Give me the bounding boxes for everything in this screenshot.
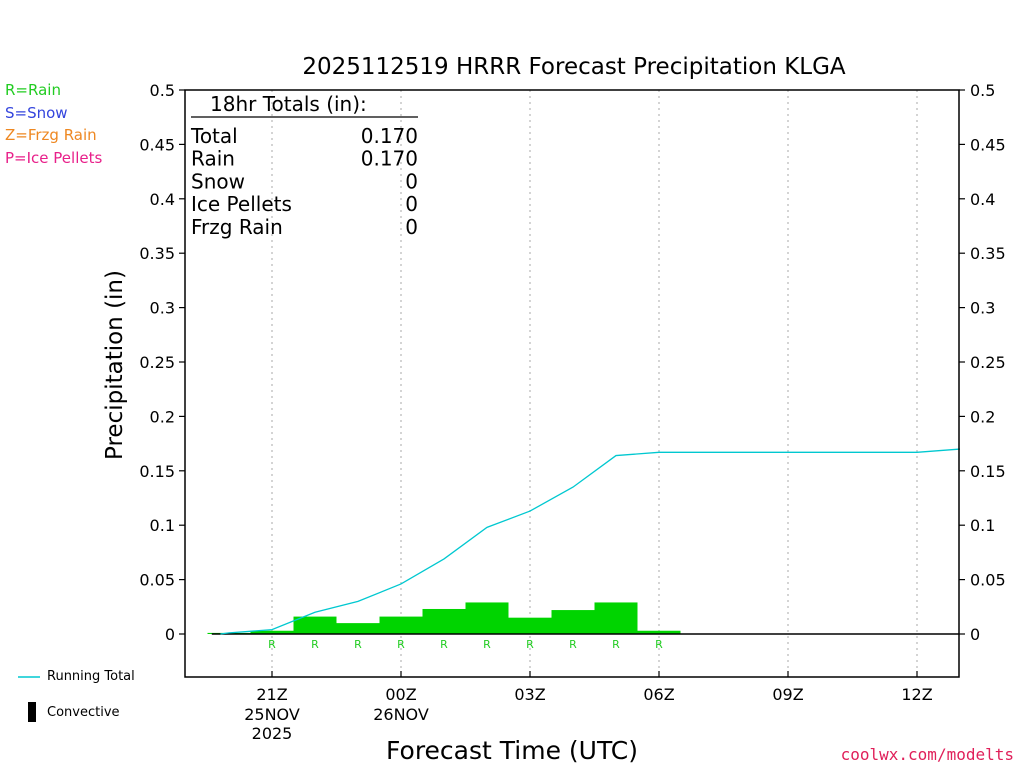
precip-bar: [250, 630, 294, 634]
y-tick-label-left: 0.35: [139, 244, 175, 263]
x-tick-label: 00Z: [385, 685, 416, 704]
ptype-mark: R: [655, 638, 663, 651]
y-tick-label-left: 0.5: [150, 81, 175, 100]
ptype-mark: R: [354, 638, 362, 651]
x-tick-date: 25NOV: [244, 705, 300, 724]
key-convective: Convective: [47, 705, 120, 720]
hourly-bars: [207, 602, 959, 635]
y-tick-label-right: 0.05: [970, 571, 1006, 590]
x-tick-year: 2025: [252, 724, 293, 743]
y-tick-label-left: 0.25: [139, 353, 175, 372]
y-tick-label-left: 0: [165, 625, 175, 644]
y-tick-label-right: 0.25: [970, 353, 1006, 372]
x-tick-date: 26NOV: [373, 705, 429, 724]
precip-bar: [336, 623, 380, 634]
ptype-mark: R: [569, 638, 577, 651]
totals-heading: 18hr Totals (in):: [210, 92, 367, 116]
totals-box: 18hr Totals (in): Total 0.170 Rain 0.170 Snow…: [190, 92, 418, 239]
y-tick-label-right: 0.2: [970, 407, 995, 426]
legend-rain: R=Rain: [5, 81, 61, 99]
running-total-line: [220, 448, 961, 635]
precip-bar: [422, 608, 466, 634]
x-tick-label: 06Z: [643, 685, 674, 704]
y-tick-label-left: 0.05: [139, 571, 175, 590]
precip-bar: [379, 616, 423, 634]
y-tick-label-right: 0.4: [970, 190, 995, 209]
precip-bar: [637, 630, 681, 634]
y-tick-label-right: 0.1: [970, 516, 995, 535]
plot-frame: [184, 89, 960, 678]
ptype-mark: R: [612, 638, 620, 651]
ptype-mark: R: [397, 638, 405, 651]
y-tick-label-left: 0.3: [150, 299, 175, 318]
ptype-mark: R: [311, 638, 319, 651]
y-tick-label-right: 0: [970, 625, 980, 644]
convective-key-swatch: [28, 702, 36, 722]
legend-ice-pellets: P=Ice Pellets: [5, 149, 103, 167]
ptype-mark: R: [526, 638, 534, 651]
x-tick-label: 03Z: [514, 685, 545, 704]
totals-row-label: Rain: [191, 147, 235, 171]
ptype-mark: R: [268, 638, 276, 651]
totals-row-label: Total: [190, 124, 238, 148]
x-tick-label: 21Z: [256, 685, 287, 704]
y-axis: 0 00.05 0.050.1 0.10.15 0.150.2 0.20.25 0.250.…: [139, 81, 1005, 644]
totals-row-label: Ice Pellets: [191, 192, 292, 216]
totals-row-value: 0: [405, 192, 418, 216]
y-axis-label: Precipitation (in): [102, 270, 128, 460]
y-tick-label-left: 0.45: [139, 135, 175, 154]
legend-frzg-rain: Z=Frzg Rain: [5, 126, 97, 144]
gridlines: [271, 90, 918, 677]
y-tick-label-right: 0.45: [970, 135, 1006, 154]
precip-bar: [594, 602, 638, 634]
totals-row-value: 0: [405, 169, 418, 193]
y-tick-label-right: 0.15: [970, 462, 1006, 481]
totals-row-value: 0.170: [361, 147, 418, 171]
y-tick-label-left: 0.1: [150, 516, 175, 535]
y-tick-label-left: 0.4: [150, 190, 175, 209]
legend-snow: S=Snow: [5, 104, 68, 122]
totals-row-label: Snow: [191, 169, 245, 193]
totals-row-value: 0: [405, 215, 418, 239]
ptype-mark: R: [440, 638, 448, 651]
precip-bar: [293, 616, 337, 634]
precip-bar: [551, 610, 595, 634]
y-tick-label-left: 0.15: [139, 462, 175, 481]
totals-row-value: 0.170: [361, 124, 418, 148]
chart-title: 2025112519 HRRR Forecast Precipitation K…: [302, 54, 846, 80]
x-tick-label: 12Z: [901, 685, 932, 704]
credit-link[interactable]: coolwx.com/modelts: [840, 745, 1014, 764]
running-total-series: [220, 448, 961, 635]
x-axis-label: Forecast Time (UTC): [386, 736, 638, 765]
y-tick-label-right: 0.35: [970, 244, 1006, 263]
y-tick-label-right: 0.3: [970, 299, 995, 318]
precip-bar: [465, 602, 509, 634]
totals-row-label: Frzg Rain: [191, 215, 283, 239]
precip-bar: [508, 617, 552, 634]
y-tick-label-left: 0.2: [150, 407, 175, 426]
key-running-total: Running Total: [47, 669, 135, 684]
y-tick-label-right: 0.5: [970, 81, 995, 100]
ptype-mark: R: [483, 638, 491, 651]
x-tick-label: 09Z: [772, 685, 803, 704]
